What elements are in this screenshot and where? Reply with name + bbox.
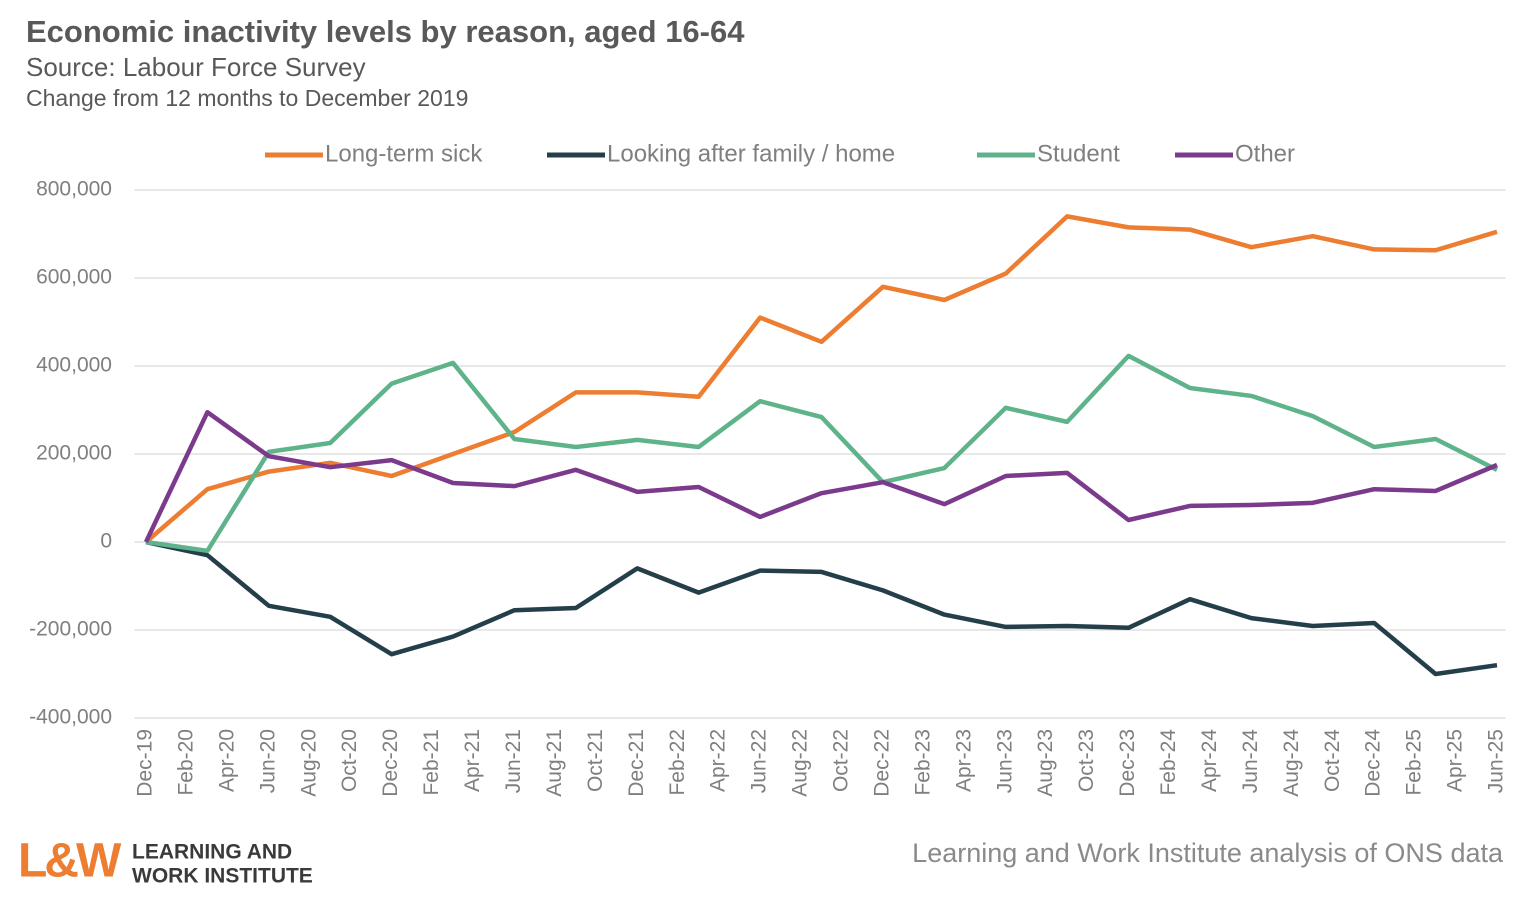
x-tick-label: Apr-24 [1198,729,1221,792]
series-line [144,214,1498,544]
legend-label: Long-term sick [325,140,483,167]
x-tick-label: Apr-25 [1444,729,1467,792]
x-tick-label: Apr-23 [952,729,975,792]
x-tick-label: Jun-25 [1485,729,1508,793]
x-tick-label: Jun-20 [256,729,279,793]
logo-mark: L&W [18,835,122,888]
logo-text: WORK INSTITUTE [132,865,313,888]
series-line [145,353,1499,554]
x-tick-label: Oct-24 [1321,729,1344,792]
chart-note: Change from 12 months to December 2019 [26,85,468,111]
chart-title: Economic inactivity levels by reason, ag… [26,14,745,49]
x-tick-label: Jun-22 [748,729,771,793]
x-tick-label: Aug-23 [1034,729,1057,797]
x-tick-label: Oct-22 [830,729,853,792]
credit: Learning and Work Institute analysis of … [912,838,1504,868]
y-tick-label: 400,000 [36,354,112,377]
x-tick-label: Dec-19 [134,729,157,797]
legend-label: Looking after family / home [607,140,895,167]
x-tick-label: Aug-21 [543,729,566,797]
x-tick-label: Dec-22 [870,729,893,797]
y-tick-label: 600,000 [36,266,112,289]
series-line [145,539,1498,677]
x-tick-label: Jun-23 [993,729,1016,793]
x-tick-label: Apr-22 [707,729,730,792]
x-tick-label: Feb-22 [666,729,689,796]
x-tick-label: Jun-21 [502,729,525,793]
x-tick-label: Dec-23 [1116,729,1139,797]
y-tick-label: 200,000 [36,442,112,465]
legend-label: Other [1235,140,1295,167]
x-tick-label: Feb-21 [420,729,443,796]
logo-text: LEARNING AND [132,841,292,864]
x-tick-label: Feb-20 [174,729,197,796]
y-tick-label: 0 [100,530,112,553]
x-tick-label: Dec-24 [1362,729,1385,797]
x-tick-label: Aug-22 [789,729,812,797]
legend-label: Student [1037,140,1120,167]
x-tick-label: Jun-24 [1239,729,1262,794]
x-tick-label: Dec-21 [625,729,648,797]
x-tick-label: Oct-21 [584,729,607,792]
y-tick-label: 800,000 [36,178,112,201]
x-tick-label: Feb-24 [1157,729,1180,796]
series-line [143,409,1498,543]
x-tick-label: Feb-25 [1403,729,1426,796]
x-tick-label: Aug-24 [1280,729,1303,797]
y-tick-label: -400,000 [29,706,112,729]
x-tick-label: Aug-20 [297,729,320,797]
y-tick-label: -200,000 [29,618,112,641]
x-tick-label: Feb-23 [911,729,934,796]
x-tick-label: Dec-20 [379,729,402,797]
x-tick-label: Oct-20 [338,729,361,792]
x-tick-label: Apr-20 [215,729,238,792]
x-tick-label: Apr-21 [461,729,484,792]
chart-subtitle: Source: Labour Force Survey [26,52,366,82]
x-tick-label: Oct-23 [1075,729,1098,792]
